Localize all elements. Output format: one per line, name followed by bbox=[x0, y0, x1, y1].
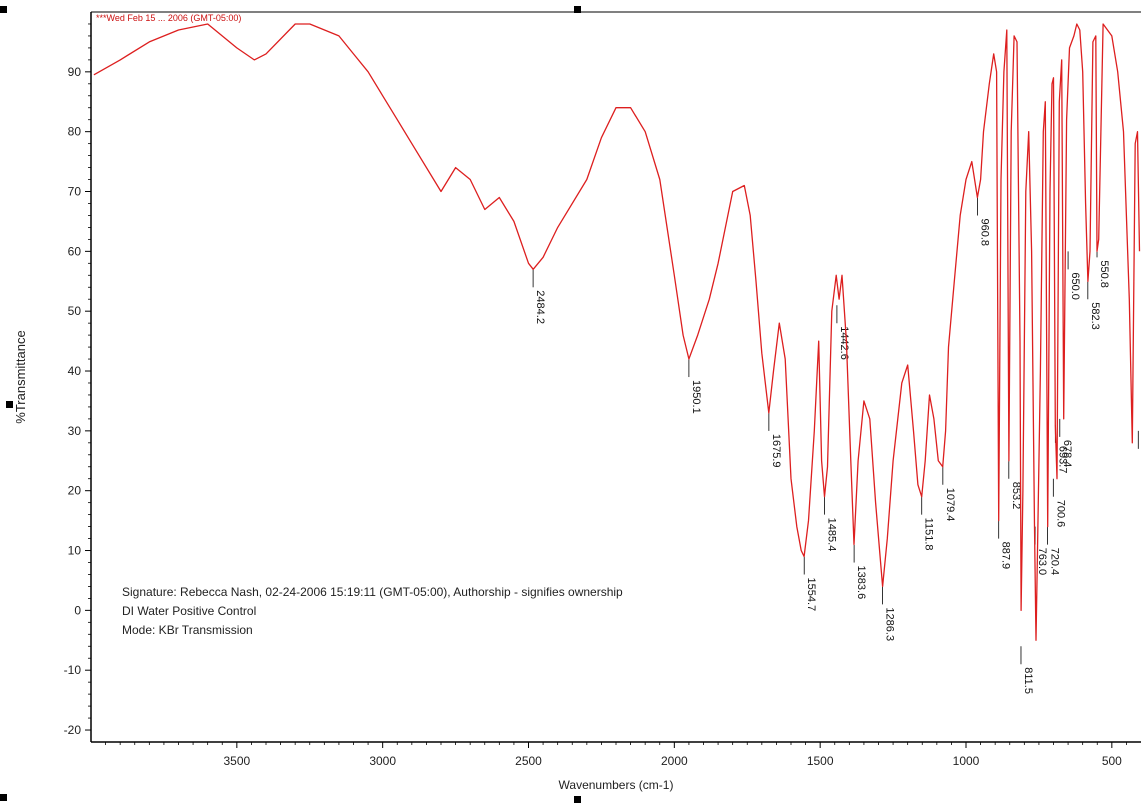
spectrum-series-line bbox=[93, 23, 1141, 641]
peak-label: 650.0 bbox=[1069, 272, 1081, 300]
peak-label: 853.2 bbox=[1010, 482, 1022, 510]
peak-label: 700.6 bbox=[1054, 500, 1066, 528]
x-tick-label: 3500 bbox=[223, 754, 250, 768]
annotation-signature: Signature: Rebecca Nash, 02-24-2006 15:1… bbox=[122, 585, 623, 599]
peak-label: 811.5 bbox=[1022, 667, 1034, 694]
peak-label: 1554.7 bbox=[805, 578, 817, 612]
selection-handle-top-middle[interactable] bbox=[574, 6, 581, 13]
selection-handle-bottom-middle[interactable] bbox=[574, 796, 581, 803]
x-tick-label: 3000 bbox=[369, 754, 396, 768]
selection-handle-middle-left[interactable] bbox=[6, 401, 13, 408]
x-tick-label: 2500 bbox=[515, 754, 542, 768]
y-tick-label: 70 bbox=[68, 185, 82, 199]
peak-label: 1950.1 bbox=[690, 380, 702, 414]
y-tick-label: 40 bbox=[68, 364, 82, 378]
annotation-sample: DI Water Positive Control bbox=[122, 604, 256, 618]
y-tick-label: 0 bbox=[74, 603, 81, 617]
y-tick-label: 50 bbox=[68, 304, 82, 318]
y-tick-label: 20 bbox=[68, 484, 82, 498]
peak-labels: 2484.2 1950.1 1675.9 1554.7 1485.4 1442.6 1383… bbox=[532, 197, 1141, 694]
peak-label: 1675.9 bbox=[770, 434, 782, 468]
peak-label: 720.4 bbox=[1049, 548, 1061, 576]
annotation-block: Signature: Rebecca Nash, 02-24-2006 15:1… bbox=[122, 585, 623, 637]
x-tick-label: 1000 bbox=[953, 754, 980, 768]
peak-label: 693.7 bbox=[1056, 446, 1068, 474]
peak-label: 1286.3 bbox=[883, 607, 895, 641]
peak-label: 678.4 bbox=[1061, 440, 1073, 468]
peak-label: 1485.4 bbox=[825, 518, 837, 552]
peak-label: 409.3 bbox=[1139, 452, 1141, 480]
peak-label: 1079.4 bbox=[944, 488, 956, 522]
peak-label: 550.8 bbox=[1098, 260, 1110, 288]
selection-handle-bottom-left[interactable] bbox=[0, 794, 7, 801]
y-axis-ticks: 90 80 70 60 50 40 30 20 10 0 -10 -20 bbox=[64, 23, 91, 737]
x-axis-label: Wavenumbers (cm-1) bbox=[559, 778, 674, 792]
y-tick-label: 90 bbox=[68, 65, 82, 79]
y-axis-label: %Transmittance bbox=[13, 330, 28, 423]
y-tick-label: 60 bbox=[68, 244, 82, 258]
selection-handle-top-left[interactable] bbox=[0, 6, 7, 13]
peak-label: 1383.6 bbox=[855, 566, 867, 600]
header-stamp: ***Wed Feb 15 ... 2006 (GMT-05:00) bbox=[96, 13, 241, 23]
x-axis-ticks: 3500 3000 2500 2000 1500 1000 500 bbox=[105, 742, 1127, 768]
peak-label: 960.8 bbox=[978, 218, 990, 246]
peak-label: 763.0 bbox=[1036, 548, 1048, 576]
annotation-mode: Mode: KBr Transmission bbox=[122, 623, 253, 637]
y-tick-label: 80 bbox=[68, 125, 82, 139]
y-tick-label: 30 bbox=[68, 424, 82, 438]
x-tick-label: 500 bbox=[1102, 754, 1122, 768]
y-tick-label: -10 bbox=[64, 663, 82, 677]
peak-label: 887.9 bbox=[1000, 542, 1012, 570]
peak-label: 2484.2 bbox=[534, 290, 546, 324]
y-tick-label: -20 bbox=[64, 723, 82, 737]
peak-label: 1151.8 bbox=[923, 518, 935, 551]
x-tick-label: 1500 bbox=[807, 754, 834, 768]
y-tick-label: 10 bbox=[68, 544, 82, 558]
peak-label: 582.3 bbox=[1089, 302, 1101, 330]
x-tick-label: 2000 bbox=[661, 754, 688, 768]
peak-label: 1442.6 bbox=[838, 326, 850, 360]
